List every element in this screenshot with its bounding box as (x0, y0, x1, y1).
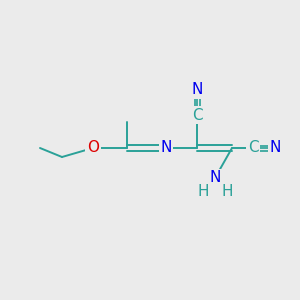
Text: C: C (248, 140, 258, 155)
Text: N: N (269, 140, 281, 155)
Text: C: C (192, 107, 202, 122)
Text: O: O (87, 140, 99, 155)
Text: H: H (197, 184, 209, 200)
Text: H: H (221, 184, 233, 200)
Text: N: N (191, 82, 203, 98)
Text: N: N (209, 170, 221, 185)
Text: N: N (160, 140, 172, 155)
